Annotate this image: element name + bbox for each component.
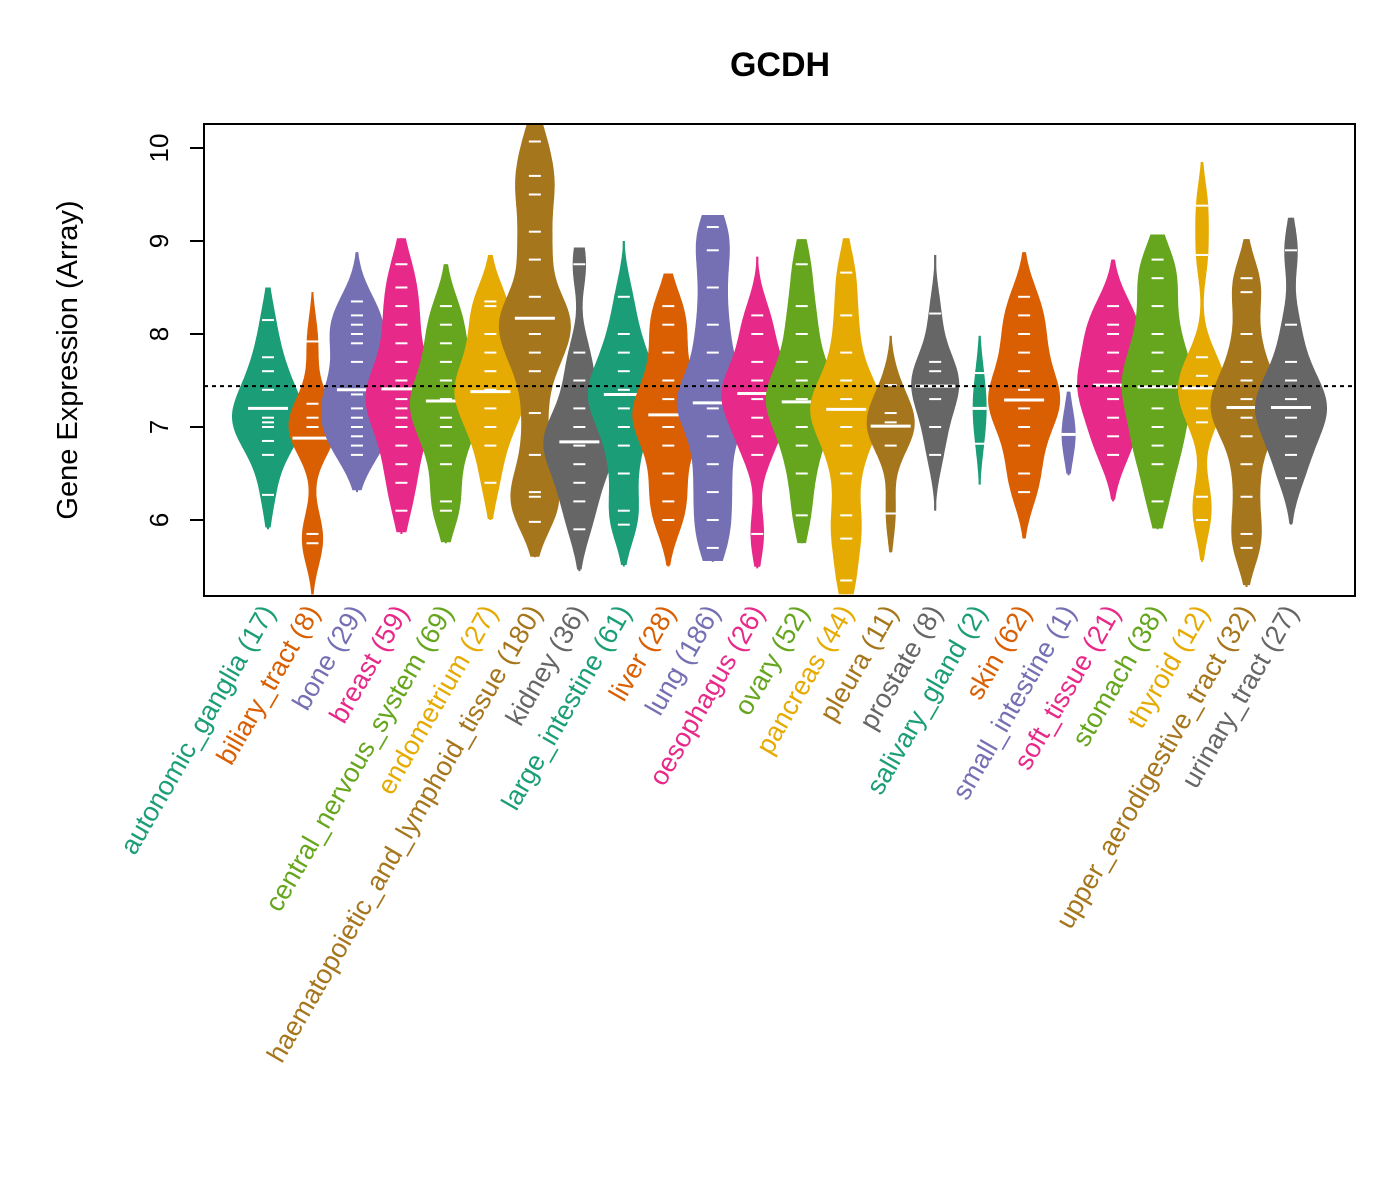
violin-body bbox=[911, 255, 960, 509]
violin-prostate bbox=[911, 254, 960, 511]
violin-body bbox=[1210, 239, 1283, 586]
y-tick-label: 7 bbox=[144, 420, 174, 434]
violin-body bbox=[810, 238, 883, 595]
violin-autonomic-ganglia bbox=[232, 287, 304, 530]
violin-body bbox=[1061, 391, 1076, 474]
violin-body bbox=[632, 273, 705, 566]
violins bbox=[232, 124, 1327, 595]
violin-thyroid bbox=[1178, 161, 1226, 562]
violin-kidney bbox=[543, 247, 616, 572]
y-tick-label: 9 bbox=[144, 234, 174, 248]
violin-body bbox=[988, 252, 1061, 539]
y-axis-label: Gene Expression (Array) bbox=[52, 200, 84, 519]
violin-urinary-tract bbox=[1255, 217, 1327, 525]
violin-pleura bbox=[866, 335, 915, 553]
y-tick-label: 8 bbox=[144, 327, 174, 341]
violin-body bbox=[866, 335, 915, 552]
chart-title: GCDH bbox=[730, 46, 830, 84]
violin-body bbox=[288, 292, 337, 595]
violin-liver bbox=[632, 273, 705, 567]
violin-body bbox=[587, 241, 660, 565]
violin-ovary bbox=[765, 239, 838, 544]
violin-body bbox=[1121, 234, 1194, 529]
violin-body bbox=[365, 238, 438, 533]
plot-frame bbox=[203, 123, 1356, 597]
violin-biliary-tract bbox=[288, 292, 337, 595]
violin-body bbox=[721, 256, 794, 567]
x-axis-labels: autonomic_ganglia (17)biliary_tract (8)b… bbox=[114, 600, 1304, 1067]
violin-central-nervous-system bbox=[409, 264, 482, 544]
violin-body bbox=[409, 264, 482, 543]
violin-haematopoietic-and-lymphoid-tissue bbox=[498, 124, 571, 558]
y-axis: 6 7 8 9 10 bbox=[144, 134, 204, 527]
y-tick-label: 6 bbox=[144, 513, 174, 527]
violin-body bbox=[765, 239, 838, 544]
violin-breast bbox=[365, 238, 438, 534]
violin-small-intestine bbox=[1061, 391, 1076, 476]
violin-body bbox=[676, 215, 749, 561]
y-tick-label: 10 bbox=[144, 134, 174, 163]
violin-skin bbox=[988, 252, 1061, 539]
violin-body bbox=[1255, 217, 1327, 524]
violin-stomach bbox=[1121, 234, 1194, 530]
violin-body bbox=[1178, 162, 1226, 560]
violin-body bbox=[498, 124, 571, 557]
violin-salivary-gland bbox=[972, 335, 987, 485]
violin-pancreas bbox=[810, 238, 883, 595]
violin-oesophagus bbox=[721, 256, 794, 569]
violin-lung bbox=[676, 214, 749, 562]
